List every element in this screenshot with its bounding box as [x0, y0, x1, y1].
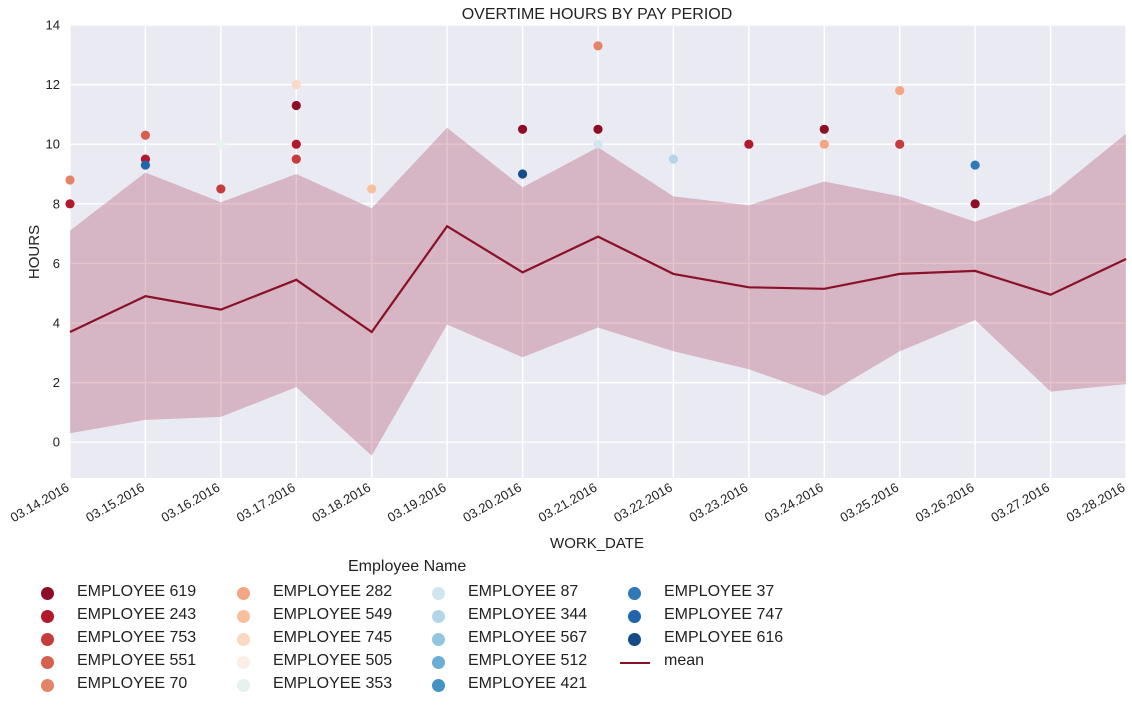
data-point	[895, 139, 905, 149]
legend-marker-swatch	[41, 610, 54, 623]
data-point	[593, 139, 603, 149]
confidence-band	[70, 127, 1126, 456]
x-tick-label: 03.27.2016	[988, 480, 1052, 526]
legend-label: EMPLOYEE 616	[664, 629, 784, 646]
x-tick-label: 03.28.2016	[1064, 480, 1128, 526]
x-tick-label: 03.15.2016	[83, 480, 147, 526]
legend-marker-swatch	[237, 679, 250, 692]
legend-line-swatch	[620, 662, 650, 664]
y-tick-label: 8	[53, 196, 60, 211]
x-tick-labels: 03.14.2016 03.15.2016 03.16.2016 03.17.2016…	[8, 480, 1128, 526]
data-point	[140, 130, 151, 140]
legend-marker-swatch	[432, 656, 445, 669]
data-point	[668, 154, 679, 164]
y-tick-label: 12	[46, 77, 60, 92]
data-points	[65, 41, 980, 209]
legend-marker-swatch	[237, 633, 250, 646]
legend-label: EMPLOYEE 505	[273, 652, 393, 669]
y-tick-label: 2	[53, 375, 60, 390]
legend-label: mean	[664, 652, 705, 669]
mean-series-line	[69, 224, 1127, 334]
legend-label: EMPLOYEE 243	[77, 606, 197, 623]
x-tick-label: 03.21.2016	[536, 480, 600, 526]
data-point	[216, 139, 226, 149]
y-tick-labels: 0 2 4 6 8 10 12 14	[46, 18, 60, 450]
legend-marker-swatch	[237, 610, 250, 623]
x-tick-label: 03.20.2016	[460, 480, 524, 526]
legend-label: EMPLOYEE 551	[77, 652, 197, 669]
legend-marker-swatch	[237, 656, 250, 669]
y-tick-label: 0	[53, 435, 60, 450]
legend-marker-swatch	[41, 679, 54, 692]
data-point	[819, 139, 829, 149]
x-tick-label: 03.17.2016	[234, 480, 298, 526]
data-point	[65, 199, 75, 209]
data-point	[593, 41, 603, 51]
x-tick-label: 03.25.2016	[837, 480, 901, 526]
data-point	[65, 175, 75, 185]
legend-label: EMPLOYEE 87	[468, 583, 579, 600]
data-point	[367, 184, 377, 194]
legend-title: Employee Name	[348, 558, 467, 575]
data-point	[744, 139, 754, 149]
legend-label: EMPLOYEE 344	[468, 606, 588, 623]
data-point	[593, 124, 603, 134]
y-axis-label: HOURS	[26, 225, 43, 279]
x-tick-label: 03.18.2016	[309, 480, 373, 526]
x-tick-label: 03.24.2016	[762, 480, 826, 526]
mean-line	[69, 224, 1127, 334]
data-point	[140, 160, 151, 170]
legend-marker-swatch	[237, 587, 250, 600]
legend-label: EMPLOYEE 567	[468, 629, 588, 646]
legend-label: EMPLOYEE 421	[468, 675, 588, 692]
y-tick-label: 4	[53, 316, 60, 331]
legend-marker-swatch	[41, 633, 54, 646]
legend-label: EMPLOYEE 549	[273, 606, 393, 623]
confidence-band-area	[70, 127, 1126, 456]
legend-marker-swatch	[628, 633, 641, 646]
x-tick-label: 03.16.2016	[158, 480, 222, 526]
data-point	[291, 154, 301, 164]
data-point	[517, 169, 528, 179]
legend-marker-swatch	[432, 610, 445, 623]
data-point	[819, 124, 829, 134]
x-tick-label: 03.14.2016	[8, 480, 72, 526]
legend-marker-swatch	[432, 587, 445, 600]
legend-marker-swatch	[432, 679, 445, 692]
data-point	[517, 124, 528, 134]
legend-label: EMPLOYEE 753	[77, 629, 197, 646]
data-point	[216, 184, 226, 194]
legend-label: EMPLOYEE 619	[77, 583, 197, 600]
x-tick-label: 03.22.2016	[611, 480, 675, 526]
legend-label: EMPLOYEE 37	[664, 583, 775, 600]
x-axis-label: WORK_DATE	[550, 535, 644, 552]
x-tick-label: 03.26.2016	[913, 480, 977, 526]
legend-marker-swatch	[41, 587, 54, 600]
data-point	[970, 160, 980, 170]
legend-label: EMPLOYEE 353	[273, 675, 393, 692]
data-point	[970, 199, 980, 209]
legend-marker-swatch	[432, 633, 445, 646]
chart-title: OVERTIME HOURS BY PAY PERIOD	[462, 6, 733, 23]
x-tick-label: 03.23.2016	[686, 480, 750, 526]
y-tick-label: 6	[53, 256, 60, 271]
data-point	[291, 139, 301, 149]
data-point	[895, 85, 905, 96]
legend-label: EMPLOYEE 70	[77, 675, 188, 692]
grid-lines	[69, 24, 1127, 478]
data-point	[291, 100, 301, 111]
legend-marker-swatch	[628, 610, 641, 623]
legend-marker-swatch	[628, 587, 641, 600]
x-tick-label: 03.19.2016	[385, 480, 449, 526]
data-point	[291, 80, 301, 90]
legend-label: EMPLOYEE 282	[273, 583, 393, 600]
y-tick-label: 14	[46, 18, 60, 33]
y-tick-label: 10	[46, 137, 60, 152]
legend-label: EMPLOYEE 747	[664, 606, 784, 623]
legend-label: EMPLOYEE 512	[468, 652, 588, 669]
legend-label: EMPLOYEE 745	[273, 629, 393, 646]
legend-marker-swatch	[41, 656, 54, 669]
